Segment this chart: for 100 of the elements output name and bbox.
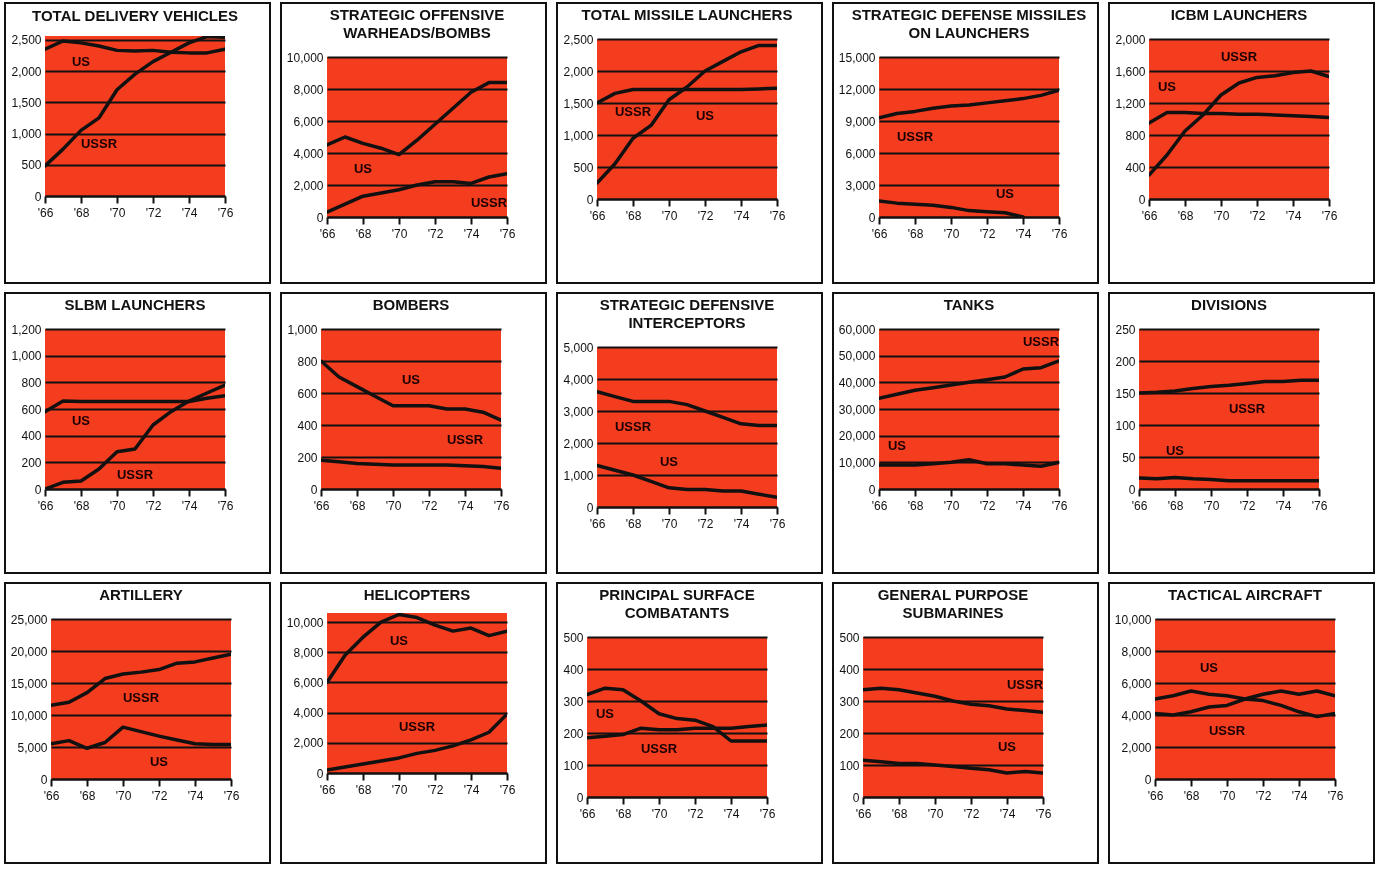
x-tick-label: '76 (499, 782, 516, 797)
series-label: US (995, 185, 1015, 201)
chart-title: GENERAL PURPOSE SUBMARINES (877, 586, 1029, 621)
series-label: US (401, 371, 421, 387)
series-label: US (1165, 443, 1185, 459)
x-tick-label: '72 (421, 498, 438, 513)
line-series (51, 725, 231, 751)
x-tick-label: '68 (615, 806, 632, 821)
series-label: USSR (1208, 723, 1246, 739)
x-tick-label: '68 (355, 782, 372, 797)
x-tick-label: '72 (427, 782, 444, 797)
line-series (879, 359, 1059, 401)
line-series (587, 686, 767, 743)
series-label: USSR (398, 719, 436, 735)
y-tick-label: 40,000 (838, 375, 876, 390)
chart-title: TOTAL MISSILE LAUNCHERS (581, 6, 793, 23)
y-tick-label: 6,000 (293, 675, 324, 690)
x-tick-label: '76 (1311, 498, 1328, 513)
x-tick-label: '66 (319, 782, 336, 797)
line-series (327, 172, 507, 214)
y-tick-label: 12,000 (838, 82, 876, 97)
y-tick-label: 2,000 (563, 64, 594, 79)
y-tick-label: 8,000 (293, 82, 324, 97)
y-tick-label: 500 (21, 158, 42, 173)
x-tick-label: '76 (1321, 208, 1338, 223)
y-tick-label: 2,000 (1121, 740, 1152, 755)
y-tick-label: 200 (1115, 354, 1136, 369)
y-tick-label: 2,000 (11, 64, 42, 79)
x-tick-label: '70 (943, 226, 960, 241)
series-label: US (887, 438, 907, 453)
y-tick-label: 500 (563, 630, 584, 645)
y-tick-label: 4,000 (1121, 708, 1152, 723)
x-tick-label: '72 (145, 498, 162, 513)
series-label: USSR (614, 104, 652, 120)
y-tick-label: 100 (563, 758, 584, 773)
y-tick-label: 2,000 (293, 178, 324, 193)
y-tick-label: 10,000 (10, 708, 48, 723)
y-tick-label: 2,000 (1115, 32, 1146, 47)
x-tick-label: '66 (1147, 788, 1164, 803)
x-tick-label: '74 (1015, 498, 1032, 513)
chart-title: TACTICAL AIRCRAFT (1168, 586, 1322, 603)
x-tick-label: '74 (733, 208, 750, 223)
y-tick-label: 0 (316, 210, 324, 225)
y-tick-label: 5,000 (17, 740, 48, 755)
y-tick-label: 500 (839, 630, 860, 645)
chart-title: TOTAL DELIVERY VEHICLES (32, 6, 238, 24)
y-tick-label: 400 (839, 662, 860, 677)
y-tick-label: 0 (1128, 482, 1136, 497)
x-tick-label: '74 (187, 788, 204, 803)
y-tick-label: 1,500 (11, 95, 42, 110)
x-tick-label: '74 (999, 806, 1016, 821)
series-label: USSR (446, 431, 484, 447)
y-tick-label: 30,000 (838, 402, 876, 417)
y-tick-label: 6,000 (845, 146, 876, 161)
x-tick-label: '76 (493, 498, 510, 513)
y-tick-label: 0 (40, 772, 48, 787)
x-tick-label: '74 (723, 806, 740, 821)
y-tick-label: 150 (1115, 386, 1136, 401)
x-tick-label: '66 (37, 205, 54, 220)
y-tick-label: 10,000 (838, 455, 876, 470)
x-tick-label: '70 (1203, 498, 1220, 513)
chart-title: PRINCIPAL SURFACE COMBATANTS (599, 586, 755, 621)
x-tick-label: '70 (927, 806, 944, 821)
y-tick-label: 1,000 (563, 468, 594, 483)
x-tick-label: '68 (625, 516, 642, 531)
x-tick-label: '70 (651, 806, 668, 821)
y-tick-label: 2,000 (293, 736, 324, 751)
y-tick-label: 100 (1115, 418, 1136, 433)
y-tick-label: 200 (839, 726, 860, 741)
x-tick-label: '72 (151, 788, 168, 803)
x-tick-label: '66 (319, 226, 336, 241)
x-tick-label: '74 (457, 498, 474, 513)
series-label: USSR (470, 195, 508, 210)
x-tick-label: '72 (145, 205, 162, 220)
x-tick-label: '76 (1051, 226, 1068, 241)
x-tick-label: '68 (355, 226, 372, 241)
series-label: US (1157, 78, 1177, 94)
x-tick-label: '76 (217, 498, 234, 513)
x-tick-label: '70 (661, 516, 678, 531)
series-label: USSR (1220, 49, 1258, 64)
y-tick-label: 1,600 (1115, 64, 1146, 79)
series-label: US (71, 412, 91, 428)
y-tick-label: 4,000 (293, 706, 324, 721)
x-tick-label: '66 (313, 498, 330, 513)
series-label: USSR (896, 129, 934, 145)
x-tick-label: '70 (1213, 208, 1230, 223)
y-tick-label: 400 (1125, 160, 1146, 175)
y-tick-label: 0 (586, 192, 594, 207)
x-tick-label: '70 (109, 498, 126, 513)
x-tick-label: '68 (1183, 788, 1200, 803)
y-tick-label: 400 (297, 418, 318, 433)
x-tick-label: '66 (579, 806, 596, 821)
series-label: US (149, 754, 169, 770)
chart-title: STRATEGIC DEFENSIVE INTERCEPTORS (599, 296, 775, 331)
y-tick-label: 200 (21, 455, 42, 470)
y-tick-label: 6,000 (1121, 676, 1152, 691)
y-tick-label: 50,000 (838, 349, 876, 364)
y-tick-label: 200 (563, 726, 584, 741)
x-tick-label: '74 (181, 498, 198, 513)
y-tick-label: 25,000 (10, 612, 48, 627)
